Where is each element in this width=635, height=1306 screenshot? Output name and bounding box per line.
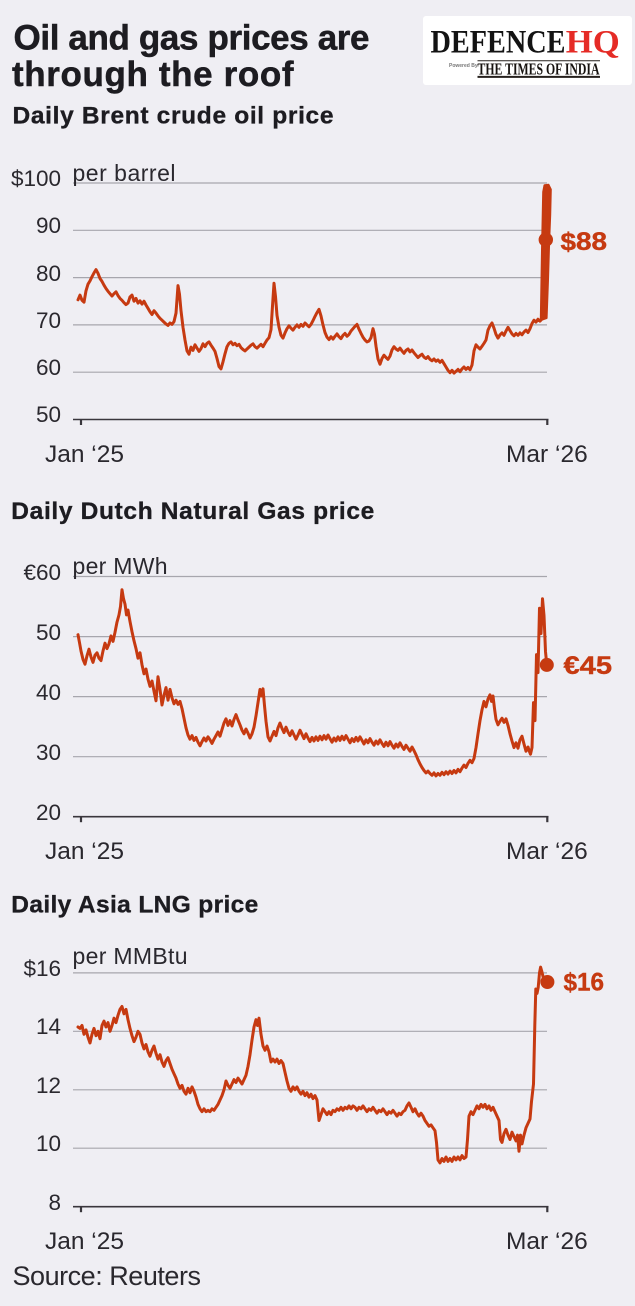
svg-text:$16: $16	[23, 956, 61, 981]
svg-text:Jan ‘25: Jan ‘25	[45, 1228, 124, 1255]
svg-text:30: 30	[36, 740, 61, 765]
svg-text:$100: $100	[11, 166, 61, 191]
svg-text:Jan ‘25: Jan ‘25	[45, 441, 124, 468]
svg-text:Daily Brent crude oil price: Daily Brent crude oil price	[13, 102, 334, 129]
svg-text:20: 20	[36, 800, 61, 825]
svg-text:DEFENCE: DEFENCE	[431, 25, 566, 61]
svg-text:Mar ‘26: Mar ‘26	[506, 838, 588, 865]
svg-text:14: 14	[36, 1014, 61, 1039]
svg-text:$88: $88	[561, 228, 608, 256]
svg-text:€45: €45	[564, 652, 613, 680]
svg-text:Powered By: Powered By	[449, 63, 478, 69]
svg-text:50: 50	[36, 402, 61, 427]
svg-text:90: 90	[36, 213, 61, 238]
svg-text:12: 12	[36, 1073, 61, 1098]
svg-text:Mar ‘26: Mar ‘26	[506, 441, 588, 468]
svg-text:Mar ‘26: Mar ‘26	[506, 1228, 588, 1255]
svg-text:80: 80	[36, 261, 61, 286]
svg-text:Jan ‘25: Jan ‘25	[45, 838, 124, 865]
svg-text:per barrel: per barrel	[73, 160, 176, 186]
svg-text:Daily Dutch Natural Gas price: Daily Dutch Natural Gas price	[11, 498, 374, 525]
svg-text:HQ: HQ	[566, 25, 620, 61]
svg-text:40: 40	[36, 680, 61, 705]
svg-text:50: 50	[36, 620, 61, 645]
svg-text:70: 70	[36, 308, 61, 333]
svg-text:Oil and gas prices are: Oil and gas prices are	[14, 19, 370, 58]
svg-text:through the roof: through the roof	[12, 55, 294, 94]
svg-text:THE TIMES OF INDIA: THE TIMES OF INDIA	[478, 59, 600, 78]
svg-text:per MWh: per MWh	[73, 553, 168, 579]
svg-text:60: 60	[36, 355, 61, 380]
svg-text:Source: Reuters: Source: Reuters	[13, 1261, 202, 1291]
svg-text:10: 10	[36, 1131, 61, 1156]
svg-text:Daily Asia LNG price: Daily Asia LNG price	[11, 892, 258, 919]
svg-text:per MMBtu: per MMBtu	[73, 943, 188, 969]
svg-text:8: 8	[48, 1190, 61, 1215]
svg-text:€60: €60	[23, 560, 61, 585]
svg-text:$16: $16	[564, 969, 605, 997]
